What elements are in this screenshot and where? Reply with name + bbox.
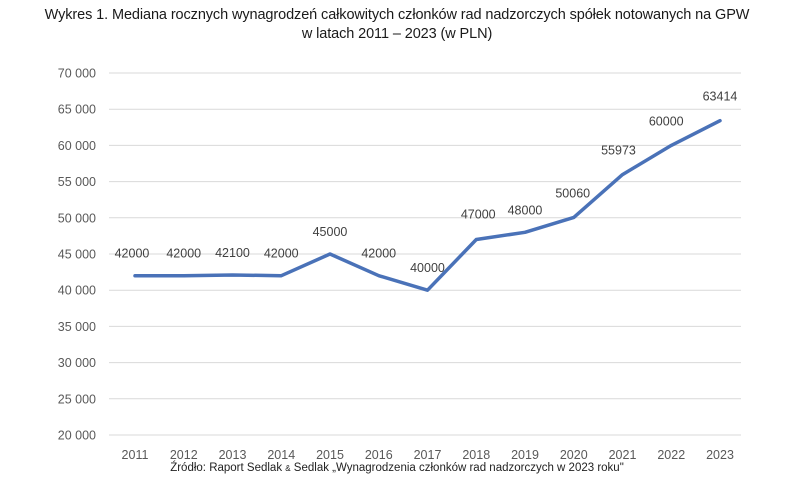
y-tick-label: 35 000 (58, 320, 96, 334)
y-tick-label: 40 000 (58, 284, 96, 298)
y-tick-label: 50 000 (58, 211, 96, 225)
x-tick-label: 2014 (267, 448, 295, 462)
y-tick-label: 65 000 (58, 103, 96, 117)
series-line (133, 118, 722, 292)
source-suffix: Sedlak „Wynagrodzenia członków rad nadzo… (290, 462, 624, 474)
source-note: Źródło: Raport Sedlak & Sedlak „Wynagrod… (0, 462, 794, 474)
chart-title-line-2: w latach 2011 – 2023 (w PLN) (301, 26, 493, 42)
x-tick-label: 2021 (609, 448, 637, 462)
y-tick-label: 55 000 (58, 175, 96, 189)
data-line (133, 118, 722, 292)
x-tick-label: 2012 (170, 448, 198, 462)
y-tick-label: 30 000 (58, 356, 96, 370)
data-label: 42000 (115, 247, 150, 261)
data-label: 55973 (601, 144, 636, 158)
source-prefix: Źródło: Raport Sedlak (170, 462, 286, 474)
data-label: 40000 (410, 261, 445, 275)
source-ampersand: & (285, 464, 291, 473)
data-label: 42000 (166, 247, 201, 261)
data-label: 50060 (555, 186, 590, 200)
data-label: 42000 (264, 247, 299, 261)
x-tick-label: 2017 (414, 448, 442, 462)
data-label: 42100 (215, 246, 250, 260)
data-label: 45000 (313, 225, 348, 239)
chart-title: Wykres 1. Mediana rocznych wynagrodzeń c… (0, 6, 794, 44)
x-tick-label: 2019 (511, 448, 539, 462)
x-tick-label: 2023 (706, 448, 734, 462)
x-tick-label: 2016 (365, 448, 393, 462)
y-tick-label: 25 000 (58, 392, 96, 406)
chart-title-line-1: Wykres 1. Mediana rocznych wynagrodzeń c… (44, 7, 750, 23)
x-tick-label: 2015 (316, 448, 344, 462)
x-tick-label: 2018 (462, 448, 490, 462)
x-tick-label: 2022 (657, 448, 685, 462)
data-label: 42000 (361, 247, 396, 261)
y-tick-label: 60 000 (58, 139, 96, 153)
x-tick-label: 2013 (219, 448, 247, 462)
x-tick-label: 2011 (122, 448, 149, 462)
data-labels: 42000 42000 42100 42000 45000 42000 40000 47000… (115, 90, 738, 276)
data-label: 47000 (461, 208, 496, 222)
y-tick-label: 20 000 (58, 429, 96, 443)
data-label: 63414 (703, 90, 738, 104)
y-axis-tick-labels: 20 000 25 000 30 000 35 000 40 000 45 000 50 0… (58, 67, 96, 443)
gridlines (109, 72, 741, 436)
data-label: 60000 (649, 114, 684, 128)
x-axis-tick-labels: 2011 2012 2013 2014 2015 2016 2017 2018 2019 2020… (122, 448, 734, 462)
x-tick-label: 2020 (560, 448, 588, 462)
y-tick-label: 45 000 (58, 248, 96, 262)
y-tick-label: 70 000 (58, 67, 96, 81)
data-label: 48000 (508, 203, 543, 217)
